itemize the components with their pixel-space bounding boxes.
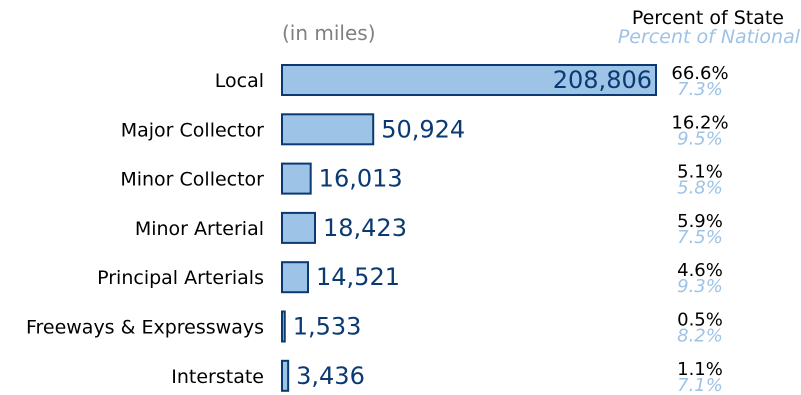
bar xyxy=(281,261,310,294)
category-label: Minor Arterial xyxy=(135,218,264,240)
percent-of-state-value: 1.1% xyxy=(677,359,723,380)
percent-of-national-value: 7.1% xyxy=(677,375,723,395)
bar xyxy=(281,310,286,343)
percent-of-national-value: 8.2% xyxy=(677,326,723,347)
value-label: 3,436 xyxy=(296,362,365,390)
value-label: 208,806 xyxy=(553,66,652,94)
percent-of-national-value: 7.5% xyxy=(677,227,723,248)
bar xyxy=(281,162,312,195)
category-label: Interstate xyxy=(171,366,264,388)
percent-of-national-value: 9.5% xyxy=(677,128,723,149)
category-label: Freeways & Expressways xyxy=(26,317,264,339)
percent-of-state-value: 4.6% xyxy=(677,260,723,281)
percent-of-state-value: 0.5% xyxy=(677,310,723,331)
value-label: 14,521 xyxy=(316,263,400,291)
percent-of-national-value: 5.8% xyxy=(677,178,723,199)
category-label: Minor Collector xyxy=(120,169,264,191)
chart-row: Major Collector 50,924 16.2%9.5% xyxy=(121,112,729,149)
value-label: 1,533 xyxy=(293,313,362,341)
percent-of-state-value: 16.2% xyxy=(671,112,728,133)
chart-row: Interstate 3,436 1.1%7.1% xyxy=(171,359,723,395)
percent-of-national-value: 7.3% xyxy=(677,79,723,100)
bar xyxy=(281,64,657,96)
percent-of-national-header: Percent of National xyxy=(618,26,801,48)
chart-row: Local 208,806 66.6%7.3% xyxy=(215,63,729,100)
chart-row: Minor Arterial 18,423 5.9%7.5% xyxy=(135,211,723,248)
chart-rows: Local 208,806 66.6%7.3% Major Collector 50,9… xyxy=(26,63,729,395)
percent-of-state-header: Percent of State xyxy=(632,7,784,29)
chart-row: Principal Arterials 14,521 4.6%9.3% xyxy=(97,260,723,297)
category-label: Major Collector xyxy=(121,119,264,141)
percent-of-state-value: 5.9% xyxy=(677,211,723,232)
value-label: 50,924 xyxy=(381,115,465,143)
chart-row: Freeways & Expressways 1,533 0.5%8.2% xyxy=(26,310,723,347)
percent-of-national-value: 9.3% xyxy=(677,276,723,297)
percent-of-state-value: 5.1% xyxy=(677,162,723,183)
chart-header: (in miles) Percent of State Percent of N… xyxy=(282,7,801,48)
unit-note: (in miles) xyxy=(282,21,376,45)
bar xyxy=(281,211,316,244)
category-label: Principal Arterials xyxy=(97,267,264,289)
value-label: 18,423 xyxy=(323,214,407,242)
chart-row: Minor Collector 16,013 5.1%5.8% xyxy=(120,162,723,199)
category-label: Local xyxy=(215,70,264,92)
percent-of-state-value: 66.6% xyxy=(671,63,728,84)
bar xyxy=(281,359,290,392)
bar xyxy=(281,113,375,146)
value-label: 16,013 xyxy=(319,165,403,193)
